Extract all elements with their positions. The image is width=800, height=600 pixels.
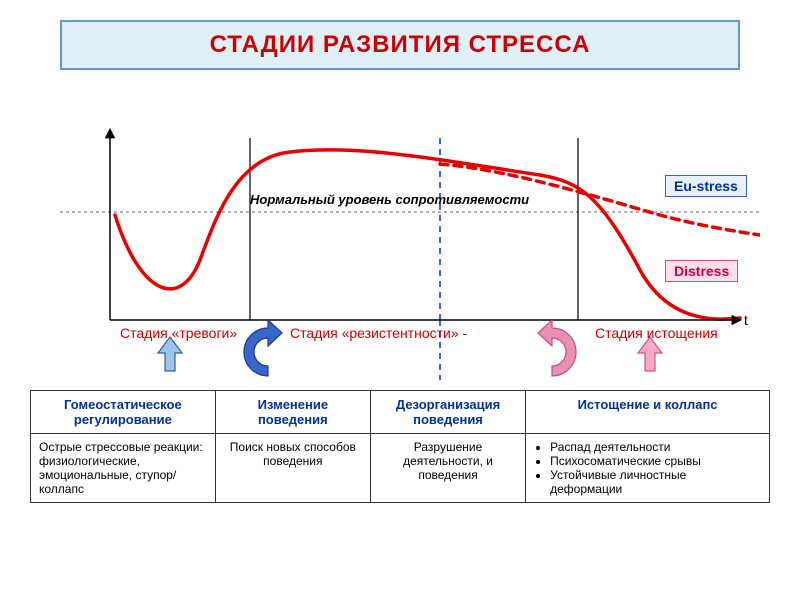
- legend-distress: Distress: [665, 260, 738, 282]
- table-cell: Поиск новых способов поведения: [215, 434, 370, 503]
- list-item: Распад деятельности: [550, 440, 761, 454]
- normal-level-label: Нормальный уровень сопротивляемости: [250, 192, 529, 207]
- page-title: СТАДИИ РАЗВИТИЯ СТРЕССА: [210, 31, 591, 59]
- stage-label-1: Стадия «резистентности» -: [290, 325, 467, 341]
- col-header-3: Истощение и коллапс: [526, 391, 770, 434]
- title-box: СТАДИИ РАЗВИТИЯ СТРЕССА: [60, 20, 740, 70]
- table-cell: Острые стрессовые реакции: физиологическ…: [31, 434, 216, 503]
- stages-table: Гомеостатическое регулированиеИзменение …: [30, 390, 770, 503]
- chart-svg: [40, 120, 760, 380]
- list-item: Устойчивые личностные деформации: [550, 468, 761, 496]
- col-header-1: Изменение поведения: [215, 391, 370, 434]
- axis-t-label: t: [744, 312, 748, 328]
- stage-label-2: Стадия истощения: [595, 325, 718, 341]
- legend-eu-stress: Eu-stress: [665, 175, 747, 197]
- table-row: Острые стрессовые реакции: физиологическ…: [31, 434, 770, 503]
- table-cell: Разрушение деятельности, и поведения: [370, 434, 525, 503]
- list-item: Психосоматические срывы: [550, 454, 761, 468]
- stress-curve-chart: t Нормальный уровень сопротивляемости Ст…: [40, 120, 760, 380]
- stage-label-0: Стадия «тревоги»: [120, 325, 237, 341]
- table-cell: Распад деятельностиПсихосоматические сры…: [526, 434, 770, 503]
- col-header-0: Гомеостатическое регулирование: [31, 391, 216, 434]
- col-header-2: Дезорганизация поведения: [370, 391, 525, 434]
